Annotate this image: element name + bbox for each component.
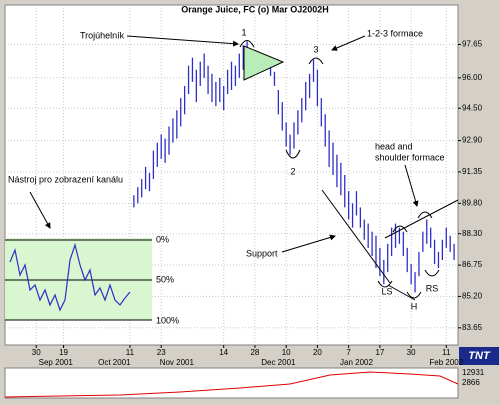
arrow	[126, 35, 239, 47]
annotation: 50%	[156, 274, 174, 284]
y-tick-label: 86.75	[462, 260, 483, 269]
x-tick-label: 11	[442, 348, 451, 357]
arc	[417, 211, 433, 219]
logo: TNT	[468, 350, 491, 362]
arrow	[331, 35, 366, 51]
x-tick-label: 10	[282, 348, 291, 357]
volume-line	[4, 371, 459, 398]
month-label: Sep 2001	[39, 358, 74, 367]
annotation: shoulder formace	[375, 152, 445, 162]
month-label: Feb 2002	[429, 358, 463, 367]
arc	[377, 280, 393, 288]
chart-title: Orange Juice, FC (o) Mar OJ2002H	[181, 4, 329, 14]
arc	[424, 269, 440, 277]
annotation: 2	[290, 166, 295, 176]
annotation: LS	[381, 286, 392, 296]
arc	[285, 149, 301, 159]
arrow	[404, 164, 419, 207]
annotation: 0%	[156, 234, 169, 244]
support-line	[321, 189, 391, 284]
y-tick-label: 83.65	[462, 323, 483, 332]
neckline	[384, 199, 459, 239]
volume-label: 12931	[462, 368, 485, 377]
annotation: Trojúhelník	[80, 30, 125, 40]
annotation: head and	[375, 141, 413, 151]
annotation: 1-2-3 formace	[367, 28, 423, 38]
x-tick-label: 19	[59, 348, 68, 357]
month-label: Nov 2001	[160, 358, 195, 367]
arrow	[29, 191, 51, 229]
x-tick-label: 7	[346, 348, 351, 357]
x-tick-label: 30	[32, 348, 41, 357]
y-tick-label: 85.20	[462, 292, 483, 301]
y-tick-label: 96.00	[462, 73, 483, 82]
volume-label: 2866	[462, 378, 480, 387]
month-label: Dec 2001	[261, 358, 296, 367]
x-tick-label: 17	[375, 348, 384, 357]
arc	[392, 225, 408, 233]
annotation: Support	[246, 248, 278, 258]
x-tick-label: 11	[126, 348, 135, 357]
annotation: H	[411, 301, 418, 311]
y-tick-label: 88.30	[462, 229, 483, 238]
arrow	[281, 234, 336, 253]
y-tick-label: 97.65	[462, 40, 483, 49]
arc	[239, 40, 255, 48]
x-tick-label: 14	[219, 348, 228, 357]
x-tick-label: 28	[250, 348, 259, 357]
x-tick-label: 30	[407, 348, 416, 357]
y-tick-label: 94.50	[462, 103, 483, 112]
month-label: Oct 2001	[98, 358, 131, 367]
triangle-shape	[243, 45, 285, 81]
x-tick-label: 23	[157, 348, 166, 357]
support-line	[387, 284, 416, 301]
logo-box	[459, 347, 499, 365]
annotation: Nástroj pro zobrazení kanálu	[8, 174, 123, 184]
y-tick-label: 92.90	[462, 136, 483, 145]
annotation: 100%	[156, 315, 179, 325]
x-tick-label: 20	[313, 348, 322, 357]
volume-panel	[4, 367, 459, 399]
month-label: Jan 2002	[340, 358, 373, 367]
annotation: 1	[241, 27, 246, 37]
annotation: 3	[313, 44, 318, 54]
channel-box	[5, 238, 152, 320]
channel-sample	[9, 242, 131, 312]
arc	[308, 57, 324, 65]
annotation: RS	[426, 283, 439, 293]
y-tick-label: 89.80	[462, 198, 483, 207]
y-tick-label: 91.35	[462, 167, 483, 176]
arc	[406, 291, 422, 299]
